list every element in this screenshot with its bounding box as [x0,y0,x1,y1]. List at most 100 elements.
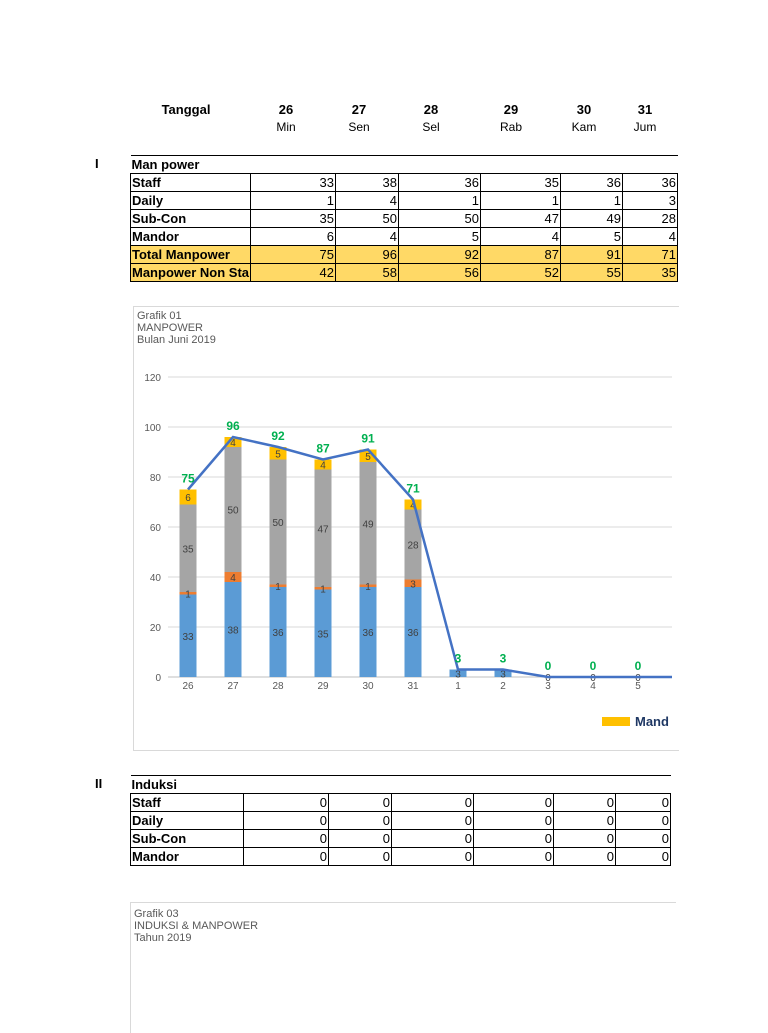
legend-swatch [602,717,630,726]
x-tick-label: 30 [362,681,374,692]
table-cell: 0 [473,829,554,848]
table-cell: 38 [335,173,400,192]
table-cell: 0 [553,829,616,848]
table-cell: 0 [328,829,392,848]
bar-value-label: 3 [500,669,506,680]
y-tick-label: 0 [155,673,161,684]
x-tick-label: 28 [272,681,284,692]
table-cell: 56 [398,263,482,282]
bar-value-label: 0 [635,673,641,684]
bar-segment [179,489,197,505]
bar-segment [224,572,242,582]
bar-segment [494,669,512,677]
bar-value-label: 36 [272,628,284,639]
bar-segment [269,584,287,587]
bar-segment [179,594,197,677]
table-cell: 0 [243,847,329,866]
bar-segment [179,592,197,595]
manpower-table: Man power Staff 33 38 36 35 36 36 Daily 1 4 1 1 1 3 Sub… [129,155,679,282]
date-4: 30 [576,102,592,117]
bar-segment [404,587,422,677]
total-value-label: 71 [406,482,420,496]
total-value-label: 0 [590,659,597,673]
bar-value-label: 33 [182,632,194,643]
table-cell: 0 [391,811,474,830]
x-tick-label: 26 [182,681,194,692]
table-cell: 0 [243,829,329,848]
table-cell: 0 [328,847,392,866]
y-tick-label: 80 [150,473,162,484]
section-1-numeral: I [95,156,99,171]
x-tick-label: 3 [545,681,551,692]
bar-segment [404,579,422,587]
table-cell: 0 [391,793,474,812]
day-0: Min [276,120,296,134]
bar-value-label: 1 [185,589,191,600]
date-0: 26 [278,102,294,117]
bar-value-label: 35 [182,544,194,555]
total-value-label: 3 [455,652,462,666]
row-label: Daily [130,811,244,830]
total-value-label: 75 [181,472,195,486]
table-cell: 0 [328,811,392,830]
x-tick-label: 4 [590,681,596,692]
bar-segment [269,587,287,677]
bar-value-label: 4 [410,501,416,512]
chart1-title-line1: Grafik 01 [137,310,182,322]
table-cell: 0 [391,829,474,848]
total-value-label: 91 [361,432,375,446]
total-line [187,435,672,679]
total-value-label: 96 [226,419,240,433]
date-1: 27 [351,102,367,117]
total-value-label: 87 [316,442,330,456]
day-4: Kam [571,120,597,134]
bar-segment [269,447,287,460]
table-cell: 55 [560,263,624,282]
bar-segment [269,459,287,585]
table-cell: 0 [473,793,554,812]
bar-value-label: 0 [590,673,596,684]
table-row: Total Manpower 75 96 92 87 91 71 [129,245,679,264]
y-tick-label: 120 [144,373,161,384]
bar-value-label: 38 [227,626,239,637]
table-cell: 0 [553,847,616,866]
row-label: Total Manpower [129,245,252,264]
bar-value-label: 3 [455,669,461,680]
bar-segment [224,437,242,447]
chart3-title-line2: INDUKSI & MANPOWER [134,920,259,932]
table-cell: 0 [473,847,554,866]
table-cell: 0 [243,811,329,830]
x-tick-label: 27 [227,681,239,692]
table-row: Daily 0 0 0 0 0 0 [130,811,671,830]
table-cell: 36 [560,173,624,192]
day-3: Rab [499,120,522,134]
row-label: Manpower Non Sta [129,263,252,282]
bar-value-label: 4 [230,438,236,449]
table-cell: 42 [250,263,337,282]
table-cell: 92 [398,245,482,264]
bar-value-label: 3 [410,579,416,590]
bar-value-label: 1 [275,582,281,593]
legend-label: Mand [635,714,669,729]
section1-title: Man power [130,155,678,174]
bar-value-label: 35 [317,629,329,640]
table-cell: 0 [615,829,671,848]
table-cell: 0 [553,793,616,812]
induksi-table: Induksi Staff 0 0 0 0 0 0 Daily 0 0 0 0 0 0 Sub-Con 0 0 0 0… [130,775,671,866]
x-tick-label: 29 [317,681,329,692]
bar-value-label: 28 [407,541,419,552]
row-label: Mandor [129,227,252,246]
table-cell: 0 [553,811,616,830]
bar-segment [404,509,422,580]
bar-segment [404,499,422,510]
bar-value-label: 4 [320,461,326,472]
bar-segment [224,447,242,572]
bar-segment [314,459,332,470]
table-cell: 0 [328,793,392,812]
section2-title: Induksi [130,775,671,794]
bar-segment [224,582,242,677]
bar-value-label: 0 [545,673,551,684]
table-cell: 35 [622,263,679,282]
x-tick-label: 1 [455,681,461,692]
chart3-title-line1: Grafik 03 [134,908,179,920]
